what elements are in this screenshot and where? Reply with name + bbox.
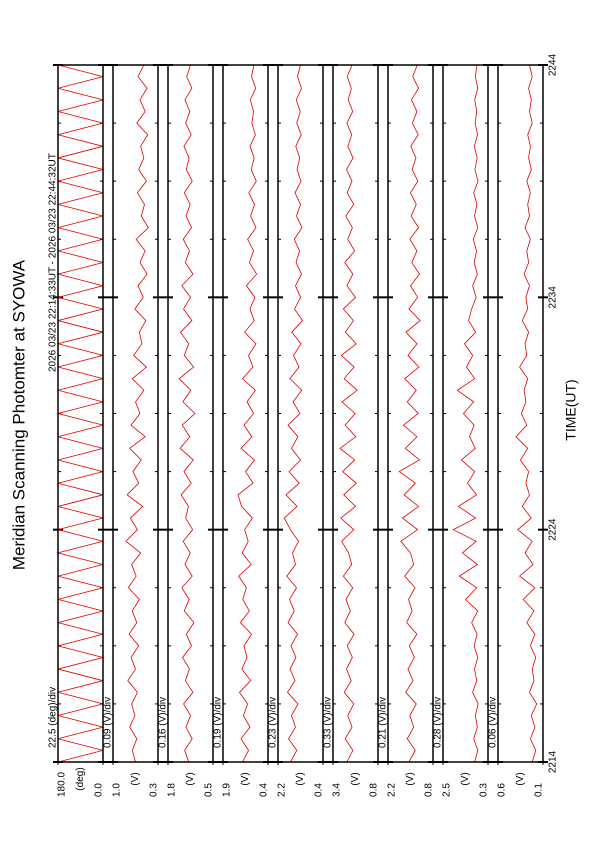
panel-frame: [442, 64, 489, 763]
y-tick-label: 0.4: [259, 783, 270, 797]
panel-scale-label: 22.5 (deg)/div: [48, 687, 59, 748]
unit-label: (deg): [75, 767, 86, 790]
y-tick-label: 3.4: [332, 783, 343, 797]
y-tick-label: 0.8: [424, 783, 435, 797]
panel-scale-label: 0.19 (V)/div: [213, 697, 224, 748]
panel-scale-label: 0.16 (V)/div: [158, 697, 169, 748]
y-tick-label: 1.8: [167, 783, 178, 797]
panel-scale-label: 0.28 (V)/div: [433, 697, 444, 748]
panel-frame: [277, 64, 324, 763]
y-tick-label: 2.5: [442, 783, 453, 797]
y-tick-label: 0.3: [479, 783, 490, 797]
x-axis-title: TIME(UT): [563, 379, 579, 440]
unit-label: (V): [515, 772, 526, 785]
y-tick-label: 0.8: [369, 783, 380, 797]
panel-frame: [167, 64, 214, 763]
y-tick-label: 0.4: [314, 783, 325, 797]
y-tick-label: 0.6: [497, 783, 508, 797]
unit-label: (V): [295, 772, 306, 785]
x-tick-label: 2244: [548, 53, 559, 76]
data-line: [125, 64, 149, 763]
unit-label: (V): [460, 772, 471, 785]
y-tick-label: 2.2: [277, 783, 288, 797]
x-tick-label: 2214: [548, 750, 559, 773]
panel-frame: [387, 64, 434, 763]
unit-label: (V): [405, 772, 416, 785]
y-tick-label: 0.1: [534, 783, 545, 797]
y-tick-label: 2.2: [387, 783, 398, 797]
data-line: [339, 64, 358, 763]
data-line: [237, 64, 258, 763]
data-line: [515, 64, 538, 763]
panel-frame: [497, 64, 544, 763]
unit-label: (V): [350, 772, 361, 785]
data-line: [56, 64, 105, 763]
data-line: [283, 64, 304, 763]
panel-frame: [222, 64, 269, 763]
data-line: [398, 64, 421, 763]
y-tick-label: 0.3: [149, 783, 160, 797]
unit-label: (V): [185, 772, 196, 785]
y-tick-label: 1.0: [112, 783, 123, 797]
y-tick-label: 0.5: [204, 783, 215, 797]
data-line: [452, 64, 479, 763]
panel-scale-label: 0.21 (V)/div: [378, 697, 389, 748]
panel-scale-label: 0.09 (V)/div: [103, 697, 114, 748]
x-tick-label: 2234: [548, 286, 559, 309]
chart-title: Meridian Scanning Photomter at SYOWA: [9, 259, 28, 570]
panel-scale-label: 0.23 (V)/div: [268, 697, 279, 748]
data-line: [178, 64, 196, 763]
panel-scale-label: 0.33 (V)/div: [323, 697, 334, 748]
unit-label: (V): [240, 772, 251, 785]
y-tick-label: 0.0: [94, 783, 105, 797]
unit-label: (V): [130, 772, 141, 785]
y-tick-label: 1.9: [222, 783, 233, 797]
panel-frame: [332, 64, 379, 763]
panel-frame: [112, 64, 159, 763]
y-tick-label: 180.0: [57, 772, 68, 797]
panel-scale-label: 0.06 (V)/div: [488, 697, 499, 748]
x-tick-label: 2224: [548, 518, 559, 541]
chart-subtitle: 2026 03/23 22:14:33UT - 2026 03/23 22:44…: [48, 153, 59, 372]
panel-frame: [57, 64, 104, 763]
